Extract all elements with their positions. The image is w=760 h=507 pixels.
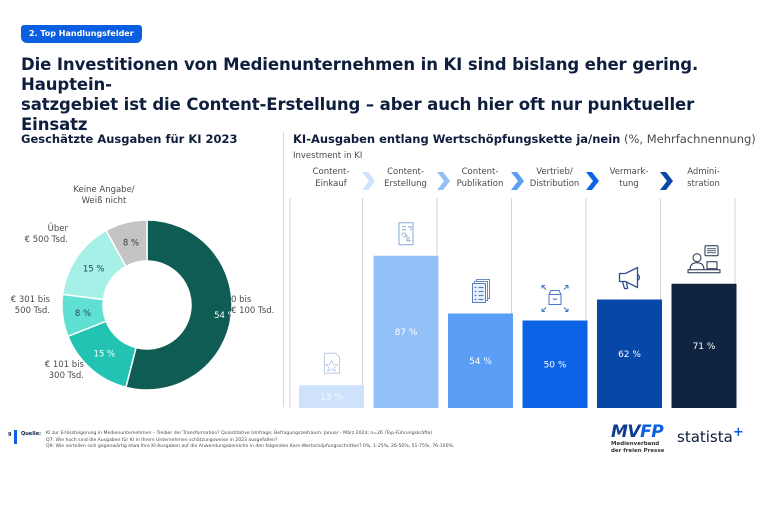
bar-chart-title: KI-Ausgaben entlang Wertschöpfungskette … — [293, 132, 756, 146]
donut-category-label: 300 Tsd. — [49, 371, 84, 381]
donut-value-label: 54 % — [214, 311, 236, 321]
step-label-line: Distribution — [529, 179, 580, 189]
bar-chart-title-suffix: (%, Mehrfachnennung) — [624, 132, 756, 146]
bar-chart: 13 % 87 % 54 % 50 % 62 % 71 % — [289, 198, 737, 408]
source-label: Quelle: — [21, 431, 42, 437]
chevron-right-icon — [436, 172, 450, 190]
donut-slice — [124, 219, 233, 391]
step-label-line: Vertrieb/ — [536, 167, 573, 177]
step-label-line: Admini- — [687, 167, 720, 177]
section-badge: 2. Top Handlungsfelder — [21, 25, 142, 43]
bar-value-label: 50 % — [544, 360, 567, 370]
bar-value-label: 54 % — [469, 357, 492, 367]
document-star-icon — [324, 352, 340, 374]
mvfp-logo-mv: MV — [611, 422, 641, 442]
value-chain-steps: Content- Einkauf Content- Erstellung Content… — [293, 166, 743, 196]
megaphone-icon — [618, 266, 641, 290]
donut-chart-title: Geschätzte Ausgaben für KI 2023 — [21, 132, 238, 146]
content-creation-icon — [398, 222, 414, 246]
page-title-line-2: satzgebiet ist die Content-Erstellung – … — [21, 95, 695, 134]
donut-category-label: € 101 bis — [45, 360, 85, 370]
value-chain-step-label: Vertrieb/Distribution — [519, 166, 591, 190]
step-label-line: Content- — [461, 167, 499, 177]
donut-category-label: Keine Angabe/ — [73, 185, 134, 195]
value-chain-step-label: Content- Einkauf — [295, 166, 367, 190]
footer-accent-bar — [14, 430, 17, 444]
step-label-line: tung — [619, 179, 639, 189]
statista-logo-text: statista — [677, 428, 733, 446]
source-line: KI zur Erlössteigerung in Medienunterneh… — [46, 431, 433, 436]
bar-value-label: 87 % — [395, 328, 418, 338]
step-label-line: Vermark- — [609, 167, 649, 177]
source-line: Q7: Wie hoch sind die Ausgaben für KI in… — [46, 437, 278, 443]
bar — [597, 299, 662, 408]
bar — [299, 385, 364, 408]
value-chain-step-label: Vermark-tung — [593, 166, 665, 190]
donut-slice — [105, 219, 148, 268]
value-chain-step-label: Admini-stration — [668, 166, 740, 190]
bar-value-label: 71 % — [693, 342, 716, 352]
donut-category-label: Über — [48, 223, 69, 234]
statista-plus-icon: + — [732, 425, 744, 440]
step-label-line: Erstellung — [384, 179, 427, 189]
bar — [671, 283, 737, 408]
ai-assistant-icon — [687, 245, 721, 274]
value-chain-step-label: Content- Erstellung — [370, 166, 442, 190]
bar — [373, 255, 439, 408]
bar-chart-title-main: KI-Ausgaben entlang Wertschöpfungskette … — [293, 132, 621, 146]
step-label-line: Content- — [312, 167, 350, 177]
donut-category-label: € 500 Tsd. — [25, 235, 68, 245]
chevron-right-icon — [511, 172, 524, 190]
donut-category-label: € 301 bis — [11, 295, 51, 305]
bar-value-label: 62 % — [618, 350, 641, 360]
bar-value-label: 13 % — [320, 393, 343, 403]
documents-list-icon — [472, 279, 490, 303]
step-label-line: Publikation — [456, 179, 504, 189]
mvfp-logo-sub1: Medienverband — [611, 441, 660, 447]
donut-category-label: 500 Tsd. — [15, 306, 50, 316]
chevron-right-icon — [660, 172, 673, 190]
statista-logo: statista+ — [677, 425, 744, 446]
donut-category-label: Weiß nicht — [82, 196, 127, 206]
value-chain-step-label: Content- Publikation — [444, 166, 516, 190]
page-title: Die Investitionen von Medienunternehmen … — [21, 55, 751, 135]
donut-value-label: 8 % — [75, 309, 91, 319]
distribution-box-icon — [541, 284, 569, 313]
bar — [522, 320, 588, 408]
donut-category-label: € 100 Tsd. — [231, 306, 274, 316]
mvfp-logo-fp: FP — [640, 422, 664, 442]
page-title-line-1: Die Investitionen von Medienunternehmen … — [21, 55, 699, 94]
step-label-line: Einkauf — [315, 179, 347, 189]
donut-value-label: 15 % — [83, 265, 105, 275]
source-line: Q9: Wie verteilen sich gegenwärtig etwa … — [46, 444, 455, 449]
donut-category-label: 0 bis — [231, 295, 252, 305]
section-divider — [283, 132, 284, 407]
mvfp-logo-sub2: der freien Presse — [611, 448, 665, 454]
bar-chart-subtitle: Investment in KI — [293, 151, 363, 161]
source-text: KI zur Erlössteigerung in Medienunterneh… — [46, 431, 454, 451]
mvfp-logo: MVFP Medienverband der freien Presse — [611, 424, 664, 455]
chevron-right-icon — [585, 172, 599, 190]
step-label-line: Content- — [387, 167, 424, 177]
donut-value-label: 15 % — [94, 349, 116, 359]
chevron-right-icon — [362, 172, 375, 190]
step-label-line: stration — [687, 179, 720, 189]
mvfp-logo-mark: MVFP — [611, 424, 664, 441]
donut-value-label: 8 % — [123, 239, 139, 249]
page-number: 9 — [8, 432, 12, 438]
bar — [448, 313, 513, 408]
